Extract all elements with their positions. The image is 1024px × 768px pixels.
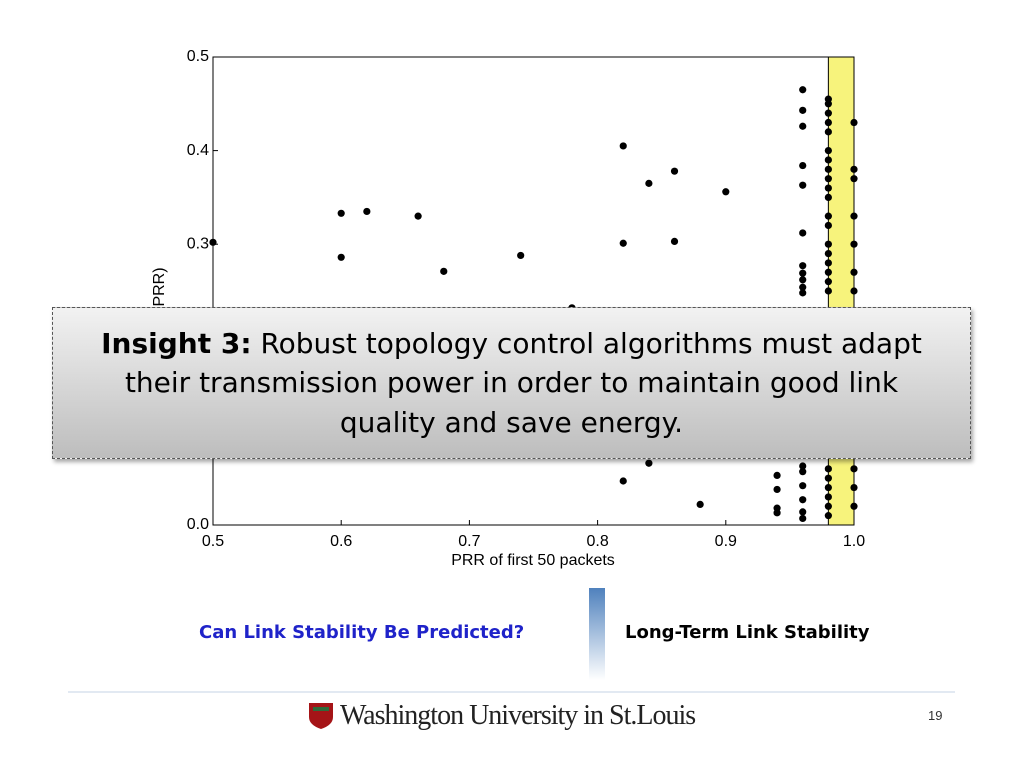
point (414, 212, 422, 220)
x-tick-label: 0.7 (458, 533, 480, 550)
point (799, 86, 807, 94)
point (440, 267, 448, 275)
point (824, 156, 832, 164)
point (824, 184, 832, 192)
point (824, 175, 832, 183)
point (824, 465, 832, 473)
y-tick-label: 0.0 (187, 516, 209, 533)
y-tick-label: 0.4 (187, 142, 209, 159)
nav-link[interactable]: Can Link Stability Be Predicted? (199, 622, 525, 643)
point (799, 508, 807, 516)
point (799, 106, 807, 114)
point (850, 465, 858, 473)
point (850, 483, 858, 492)
point (824, 193, 832, 201)
callout: Insight 3: Robust topology control algor… (52, 307, 971, 459)
point (337, 209, 345, 217)
nav-divider (589, 588, 605, 680)
callout-body: Robust topology control algorithms must … (124, 327, 922, 439)
point (799, 462, 807, 470)
x-tick-label: 1.0 (843, 533, 865, 550)
point (824, 221, 832, 230)
point (799, 181, 807, 189)
point (799, 269, 807, 277)
callout-text: Insight 3: Robust topology control algor… (83, 324, 940, 442)
point (773, 471, 781, 479)
point (824, 474, 832, 482)
point (824, 502, 832, 510)
nav-current: Long-Term Link Stability (625, 622, 870, 643)
page-number: 19 (928, 708, 943, 723)
point (619, 477, 627, 485)
point (645, 179, 653, 187)
point (824, 100, 832, 108)
point (799, 229, 807, 237)
point (696, 500, 704, 509)
point (824, 109, 832, 117)
point (363, 207, 371, 216)
x-tick-label: 0.9 (715, 533, 737, 550)
point (850, 165, 858, 173)
point (722, 188, 730, 196)
point (799, 289, 807, 297)
point (799, 514, 807, 523)
point (824, 147, 832, 155)
point (773, 485, 781, 494)
point (824, 128, 832, 136)
point (799, 161, 807, 170)
point (824, 118, 832, 127)
point (619, 239, 627, 247)
point (850, 240, 858, 248)
point (619, 142, 627, 150)
y-axis-label: PRR) (151, 267, 168, 306)
x-axis-label: PRR of first 50 packets (451, 552, 615, 569)
point (850, 287, 858, 295)
point (670, 167, 679, 175)
point (799, 276, 807, 284)
x-tick-label: 0.8 (586, 533, 608, 550)
point (799, 283, 807, 291)
point (209, 238, 217, 246)
x-tick-label: 0.5 (202, 533, 224, 550)
footer-logo: Washington University in St.Louis (340, 700, 696, 731)
point (517, 251, 525, 260)
point (799, 468, 807, 476)
point (799, 482, 807, 490)
point (824, 268, 832, 276)
point (824, 278, 832, 286)
y-tick-label: 0.3 (187, 235, 209, 252)
point (850, 268, 858, 276)
point (824, 165, 832, 173)
point (850, 212, 858, 220)
point (799, 496, 807, 504)
point (824, 512, 832, 520)
point (824, 249, 832, 258)
point (773, 509, 781, 517)
point (824, 240, 832, 248)
point (824, 212, 832, 220)
point (645, 459, 653, 467)
point (824, 493, 832, 501)
point (824, 483, 832, 492)
point (824, 287, 832, 295)
point (850, 175, 858, 183)
point (850, 502, 858, 510)
y-tick-label: 0.5 (187, 48, 209, 65)
point (337, 253, 345, 261)
point (799, 122, 807, 130)
x-tick-label: 0.6 (330, 533, 352, 550)
callout-label: Insight 3: (101, 327, 252, 361)
point (824, 259, 832, 267)
logo-shield (309, 703, 333, 729)
point (670, 237, 679, 245)
point (799, 262, 807, 270)
point (850, 118, 858, 127)
